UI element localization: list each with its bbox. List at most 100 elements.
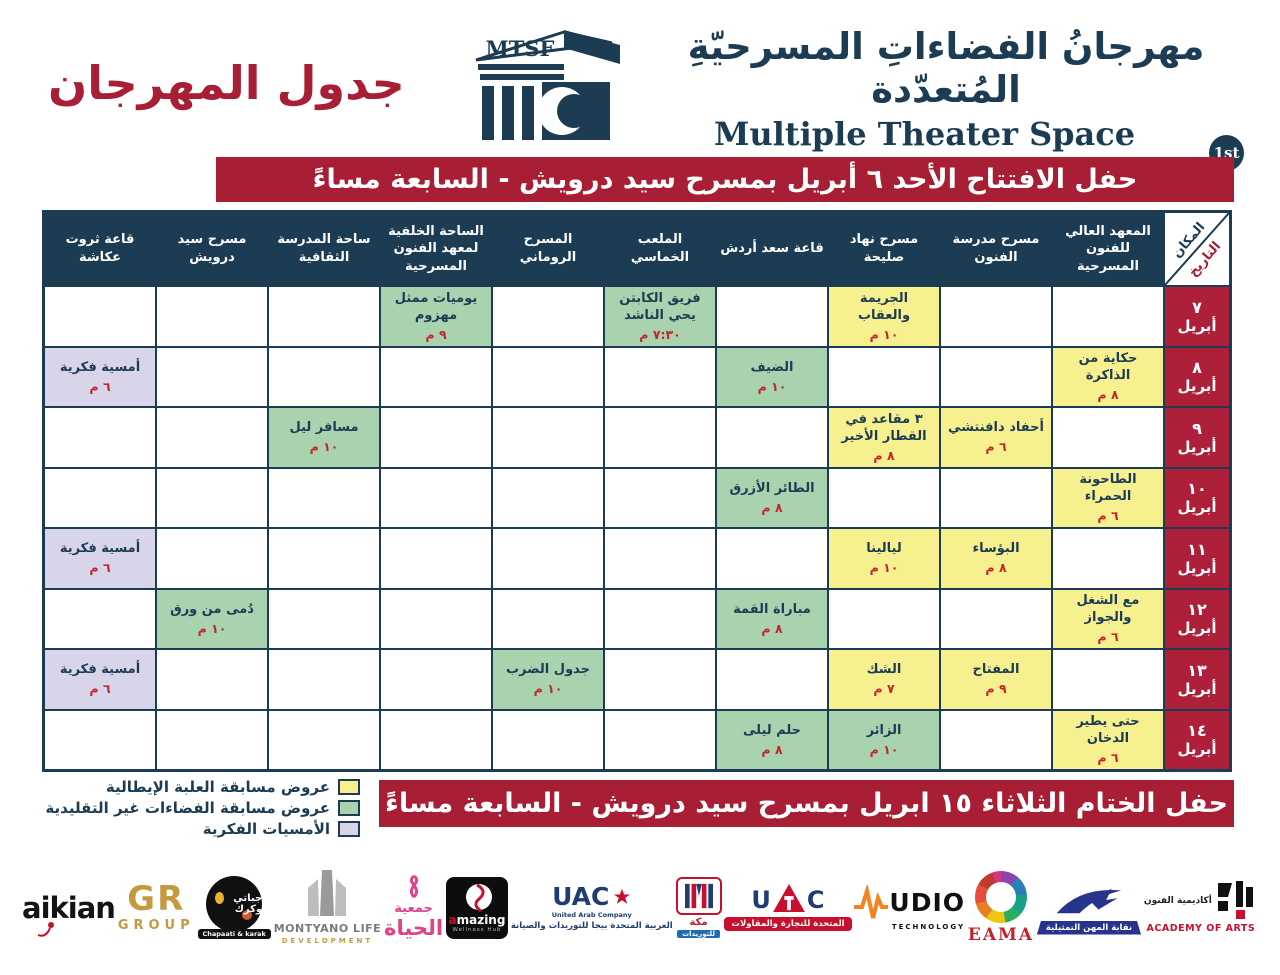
venue-header-6: الساحة الخلفية لمعهد الفنون المسرحية [381,213,491,285]
event-title: مباراة القمة [733,601,811,617]
event-cell: فريق الكابتن يحي الناشد ٧:٣٠ م [605,287,715,346]
event-cell: الطائر الأزرق ٨ م [717,468,827,527]
event-title: الطائر الأزرق [729,480,815,496]
empty-cell [493,408,603,467]
event-title: حلم ليلى [742,722,802,738]
dancer-icon [465,883,492,913]
sponsor-uac: UAC United Arab Company العربية المتحدة … [511,884,673,931]
opening-ceremony-banner: حفل الافتتاح الأحد ٦ أبريل بمسرح سيد درو… [216,157,1234,202]
legend: عروض مسابقة العلبة الإيطالية عروض مسابقة … [42,779,360,837]
event-time: ٧:٣٠ م [639,326,681,342]
venue-header-2: مسرح نهاد صليحة [829,213,939,285]
empty-cell [717,408,827,467]
empty-cell [381,468,491,527]
event-title: البؤساء [972,541,1020,557]
event-title: مع الشغل والجواز [1076,593,1140,626]
empty-cell [157,408,267,467]
empty-cell [157,347,267,406]
event-cell: ليالينا ١٠ م [829,529,939,588]
event-cell: أحفاد دافنتشي ٦ م [941,408,1051,467]
empty-cell [381,529,491,588]
legend-item-italian: عروض مسابقة العلبة الإيطالية [42,779,360,795]
legend-color-swatch [338,821,360,837]
makkah-m-logo [675,877,722,915]
venue-header-4: الملعب الخماسي [605,213,715,285]
date-day: ١٣ [1187,660,1207,680]
chapaati-arabic-name: جباتي وكرك [233,893,263,915]
empty-cell [493,529,603,588]
empty-cell [829,347,939,406]
venue-header-7: ساحة المدرسة الثقافية [269,213,379,285]
event-title: ٣ مقاعد في القطار الأخير [841,411,927,444]
red-star-icon [614,888,631,904]
empty-cell [605,650,715,709]
mtsf-logo: MTSF [468,24,620,148]
empty-cell [45,287,155,346]
legend-color-swatch [338,779,360,795]
event-title: مسافر ليل [289,420,359,436]
venue-header-0: المعهد العالي للفنون المسرحية [1053,213,1163,285]
legend-label: الأمسيات الفكرية [202,819,330,838]
empty-cell [941,468,1051,527]
gr-group-word: GROUP [117,918,195,933]
event-time: ١٠ م [533,681,563,697]
empty-cell [269,468,379,527]
event-title: دُمى من ورق [170,601,254,617]
event-cell: يوميات ممثل مهزوم ٩ م [381,287,491,346]
date-month: أبريل [1177,498,1217,517]
event-title: أمسية فكرية [59,359,141,375]
event-time: ٦ م [1097,629,1119,645]
empty-cell [381,347,491,406]
technology-label: TECHNOLOGY [891,922,966,931]
event-title: الضيف [750,359,794,375]
date-cell-6: ١٣ أبريل [1165,650,1229,709]
page-title: جدول المهرجان [48,56,405,110]
event-cell: مباراة القمة ٨ م [717,589,827,648]
eama-color-wheel-icon [974,870,1027,923]
utc-letter-u: U [751,886,771,915]
pink-ribbon-icon [409,875,418,899]
event-title: الشك [866,662,902,678]
empty-cell [157,287,267,346]
event-time: ٩ م [425,326,447,342]
event-cell: حلم ليلى ٨ م [717,710,827,769]
event-cell: حتى يطير الدخان ٦ م [1053,710,1163,769]
sponsor-audio-technology: UDIO TECHNOLOGY [854,884,966,931]
empty-cell [493,589,603,648]
empty-cell [605,710,715,769]
empty-cell [269,650,379,709]
event-title: يوميات ممثل مهزوم [394,290,478,323]
hayah-line2: الحياة [384,916,444,941]
empty-cell [605,408,715,467]
empty-cell [269,589,379,648]
event-time: ٦ م [89,378,111,394]
event-cell: مع الشغل والجواز ٦ م [1053,589,1163,648]
empty-cell [157,529,267,588]
corner-place-date-cell: المكان التاريخ [1165,213,1229,285]
academy-blocks-icon [1217,881,1253,919]
date-month: أبريل [1177,316,1217,335]
empty-cell [493,347,603,406]
empty-cell [605,529,715,588]
sponsor-aikian: aikian [22,891,116,937]
event-cell: الضيف ١٠ م [717,347,827,406]
hayah-line1: جمعية [394,901,433,917]
empty-cell [829,589,939,648]
event-title: الطاحونة الحمراء [1079,472,1137,505]
event-time: ١٠ م [197,620,227,636]
festival-title-arabic: مهرجانُ الفضاءاتِ المسرحيّةِ المُتعدّدة [687,25,1205,111]
event-time: ١٠ م [869,560,899,576]
makkah-arabic-name: مكة [689,917,708,928]
sponsor-chapaati-karak: جباتي وكرك Chapaati & karak [197,876,271,939]
microphone-icon [37,921,54,937]
sponsor-gr-group: GR GROUP [118,882,195,933]
event-cell: مسافر ليل ١٠ م [269,408,379,467]
empty-cell [45,589,155,648]
academy-english-name: ACADEMY OF ARTS [1146,923,1256,934]
event-cell: أمسية فكرية ٦ م [45,347,155,406]
date-cell-7: ١٤ أبريل [1165,710,1229,769]
event-time: ٨ م [985,560,1007,576]
date-day: ٩ [1192,418,1202,438]
event-title: الجريمة والعقاب [857,290,911,323]
event-time: ١٠ م [869,741,899,757]
